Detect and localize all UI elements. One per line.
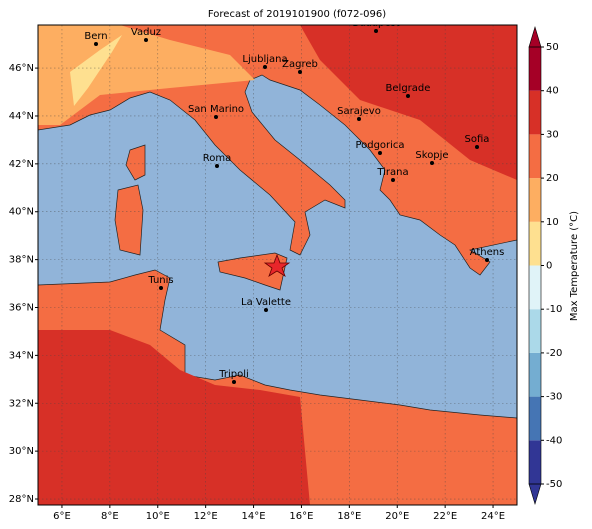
x-tick-label: 18°E [337, 511, 361, 522]
city-label: Podgorica [355, 140, 404, 151]
colorbar-tick-label: 0 [546, 261, 552, 272]
city-dot [159, 286, 163, 290]
city-dot [374, 29, 378, 33]
city-dot [475, 145, 479, 149]
y-tick-label: 28°N [9, 494, 34, 505]
colorbar-segment [529, 221, 541, 266]
city-label: Tunis [147, 275, 173, 286]
city-dot [263, 65, 267, 69]
corsica [125, 144, 146, 181]
city-dot [232, 380, 236, 384]
sicily [217, 252, 288, 291]
colorbar-segment [529, 440, 541, 484]
colorbar-tick-label: -10 [546, 304, 562, 315]
city-label: Skopje [415, 150, 448, 161]
y-tick-label: 32°N [9, 398, 34, 409]
warm-region [300, 25, 517, 180]
plot-frame [37, 24, 518, 506]
y-tick-label: 38°N [9, 255, 34, 266]
y-tick-label: 36°N [9, 302, 34, 313]
colorbar-segment [529, 352, 541, 397]
city-dot [298, 70, 302, 74]
colorbar-tick-label: -20 [546, 348, 562, 359]
city-dot [94, 42, 98, 46]
colorbar-tick-label: -30 [546, 392, 562, 403]
city-dot [485, 258, 489, 262]
star-marker [263, 253, 291, 277]
colorbar-tick-label: 20 [546, 173, 559, 184]
colorbar-tick-label: -50 [546, 479, 562, 490]
colorbar: 50 40 30 20 10 0 -10 -20 -30 -40 -50 [528, 25, 562, 506]
colorbar-tick-label: -40 [546, 435, 562, 446]
x-tick-label: 6°E [53, 511, 71, 522]
x-tick-label: 24°E [481, 511, 505, 522]
city-label: Budapest [352, 18, 399, 29]
city-label: Vaduz [131, 27, 161, 38]
city-label: Belgrade [386, 83, 431, 94]
city-label: Tripoli [218, 369, 249, 380]
colorbar-segment [529, 265, 541, 310]
sardinia [114, 184, 144, 256]
x-tick-label: 8°E [101, 511, 119, 522]
city-label: La Valette [241, 297, 291, 308]
cool-region [38, 25, 255, 125]
colorbar-tick-label: 10 [546, 217, 559, 228]
colorbar-segment [529, 47, 541, 91]
city-label: Ljubljana [242, 54, 287, 65]
city-dot [357, 117, 361, 121]
hot-region [38, 330, 310, 505]
city-dot [430, 161, 434, 165]
colorbar-segment [529, 134, 541, 179]
colorbar-segment [529, 90, 541, 135]
y-tick-label: 34°N [9, 350, 34, 361]
title: Forecast of 2019101900 (f072-096) [208, 9, 386, 20]
city-label: Roma [203, 153, 232, 164]
city-label: Athens [470, 247, 505, 258]
x-tick-label: 22°E [433, 511, 457, 522]
colorbar-segment [529, 178, 541, 222]
city-dot [215, 164, 219, 168]
city-dot [378, 151, 382, 155]
cold-region [70, 35, 122, 106]
city-dot [214, 115, 218, 119]
colorbar-extend-bottom [528, 483, 542, 506]
y-tick-label: 44°N [9, 111, 34, 122]
graticule [38, 25, 517, 505]
city-label: Sarajevo [337, 106, 381, 117]
colorbar-tick-label: 40 [546, 86, 559, 97]
y-tick-label: 42°N [9, 159, 34, 170]
colorbar-tick-label: 30 [546, 129, 559, 140]
city-dot [264, 308, 268, 312]
x-tick-label: 16°E [289, 511, 313, 522]
city-dot [406, 94, 410, 98]
y-tick-label: 40°N [9, 207, 34, 218]
colorbar-segment [529, 396, 541, 441]
colorbar-extend-top [528, 25, 542, 48]
y-tick-label: 30°N [9, 446, 34, 457]
x-tick-label: 20°E [385, 511, 409, 522]
colorbar-label: Max Temperature (°C) [569, 211, 580, 321]
colorbar-segment [529, 309, 541, 353]
axes: 6°E 8°E 10°E 12°E 14°E 16°E 18°E 20°E 22°E 24°E 28… [9, 63, 505, 522]
x-tick-label: 14°E [242, 511, 266, 522]
city-label: Tirana [376, 167, 408, 178]
city-label: Bern [84, 31, 107, 42]
city-label: Sofia [465, 134, 490, 145]
x-tick-label: 10°E [146, 511, 170, 522]
x-tick-label: 12°E [194, 511, 218, 522]
city-dot [391, 178, 395, 182]
y-tick-label: 46°N [9, 63, 34, 74]
city-dot [144, 38, 148, 42]
city-label: San Marino [188, 104, 244, 115]
city-label: Zagreb [282, 59, 318, 70]
colorbar-tick-label: 50 [546, 42, 559, 53]
